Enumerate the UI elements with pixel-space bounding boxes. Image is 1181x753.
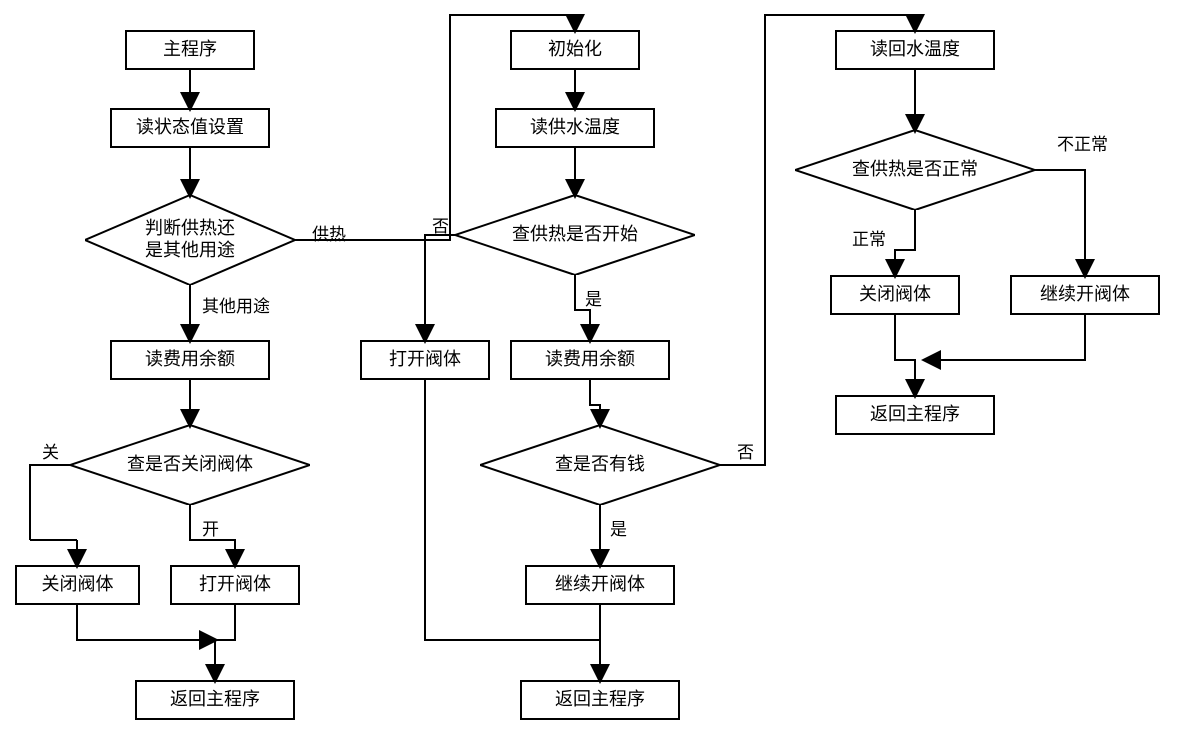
edge-label-abnormal: 不正常 [1055,130,1110,155]
node-label: 关闭阀体 [42,574,114,596]
node-label: 关闭阀体 [859,284,931,306]
node-label: 打开阀体 [199,574,271,596]
edge-label-close: 关 [40,438,61,463]
node-init: 初始化 [510,30,640,70]
node-read-balance-2: 读费用余额 [510,340,670,380]
node-main-program: 主程序 [125,30,255,70]
edge-label-other-use: 其他用途 [200,292,272,317]
node-label: 打开阀体 [389,349,461,371]
node-open-valve-1: 打开阀体 [170,565,300,605]
node-read-supply-temp: 读供水温度 [495,108,655,148]
node-read-balance-1: 读费用余额 [110,340,270,380]
node-label: 继续开阀体 [555,574,645,596]
node-close-valve-2: 关闭阀体 [830,275,960,315]
node-check-close-valve: 查是否关闭阀体 [70,425,310,505]
node-read-return-temp: 读回水温度 [835,30,995,70]
node-label: 继续开阀体 [1040,284,1130,306]
edge-label-no-2: 否 [735,438,756,463]
node-return-main-2: 返回主程序 [520,680,680,720]
node-label: 读状态值设置 [136,117,244,139]
node-check-heating-start: 查供热是否开始 [455,195,695,275]
node-label: 读供水温度 [530,117,620,139]
node-check-money: 查是否有钱 [480,425,720,505]
node-label: 返回主程序 [870,404,960,426]
node-label: 主程序 [163,39,217,61]
edge-label-heating: 供热 [310,220,348,245]
node-return-main-1: 返回主程序 [135,680,295,720]
edge-label-yes-1: 是 [583,285,604,310]
node-label: 查供热是否正常 [852,159,978,181]
node-label: 初始化 [548,39,602,61]
node-return-main-3: 返回主程序 [835,395,995,435]
edge-label-open: 开 [200,515,221,540]
node-label: 查是否关闭阀体 [127,454,253,476]
node-keep-open-valve-2: 继续开阀体 [1010,275,1160,315]
node-label: 返回主程序 [555,689,645,711]
node-keep-open-valve: 继续开阀体 [525,565,675,605]
edge-label-yes-2: 是 [608,515,629,540]
node-label: 查是否有钱 [555,454,645,476]
node-check-heating-normal: 查供热是否正常 [795,130,1035,210]
edge-label-no-1: 否 [430,212,451,237]
node-label: 判断供热还是其他用途 [145,218,235,261]
node-read-state: 读状态值设置 [110,108,270,148]
node-open-valve-2: 打开阀体 [360,340,490,380]
edge-label-normal: 正常 [850,225,888,250]
node-label: 返回主程序 [170,689,260,711]
node-close-valve-1: 关闭阀体 [15,565,140,605]
node-label: 查供热是否开始 [512,224,638,246]
node-label: 读费用余额 [145,349,235,371]
node-decide-heating: 判断供热还是其他用途 [85,195,295,285]
node-label: 读回水温度 [870,39,960,61]
node-label: 读费用余额 [545,349,635,371]
